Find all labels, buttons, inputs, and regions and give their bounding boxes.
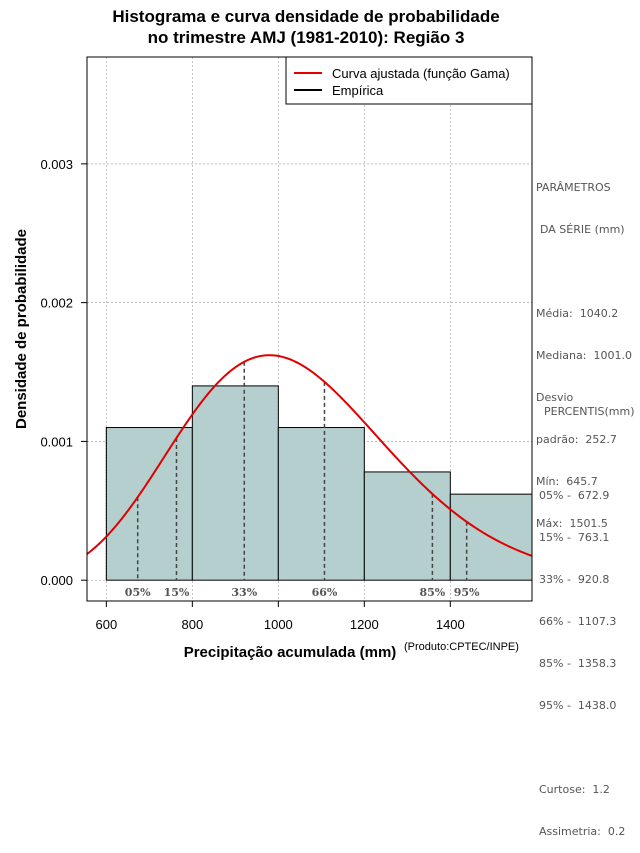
stat-skewness: Assimetria: 0.2 bbox=[539, 825, 626, 838]
product-credit: (Produto:CPTEC/INPE) bbox=[404, 641, 519, 653]
chart-title: Histograma e curva densidade de probabil… bbox=[0, 6, 612, 48]
y-axis-label: Densidade de probabilidade bbox=[13, 229, 30, 429]
stat-min: Mín: 645.7 bbox=[536, 475, 598, 488]
stat-mean: Média: 1040.2 bbox=[536, 307, 619, 320]
percentile-label-85: 85% bbox=[419, 586, 445, 599]
x-axis-label: Precipitação acumulada (mm) bbox=[184, 644, 397, 660]
percentile-lines: 05% 15% 33% 66% 85% 95% bbox=[125, 361, 480, 599]
histogram-bar-1 bbox=[105, 427, 193, 581]
percentile-66: 66% - 1107.3 bbox=[539, 615, 617, 628]
histogram-chart: 05% 15% 33% 66% 85% 95% 600 800 1000 1200 1400 0.… bbox=[13, 56, 533, 660]
x-tick-label: 800 bbox=[181, 617, 203, 632]
params-title-line-1: PARÂMETROS bbox=[536, 181, 611, 194]
percentiles-panel: PERCENTIS(mm) 05% - 672.9 15% - 763.1 33… bbox=[539, 377, 635, 853]
histogram-bar-3 bbox=[277, 427, 365, 581]
percentiles-title: PERCENTIS(mm) bbox=[544, 405, 635, 418]
stat-kurtosis: Curtose: 1.2 bbox=[539, 783, 610, 796]
x-tick-label: 1400 bbox=[436, 617, 465, 632]
percentile-label-95: 95% bbox=[454, 586, 480, 599]
chart-title-line-2: no trimestre AMJ (1981-2010): Região 3 bbox=[147, 28, 465, 47]
histogram-bars bbox=[105, 385, 533, 581]
percentile-15: 15% - 763.1 bbox=[539, 531, 610, 544]
percentile-label-05: 05% bbox=[125, 586, 151, 599]
percentile-85: 85% - 1358.3 bbox=[539, 657, 617, 670]
series-parameters: PARÂMETROS DA SÉRIE (mm) Média: 1040.2 M… bbox=[536, 153, 632, 545]
x-tick-label: 1000 bbox=[264, 617, 293, 632]
stat-median: Mediana: 1001.0 bbox=[536, 349, 632, 362]
histogram-bar-4 bbox=[363, 471, 451, 581]
y-tick-label: 0.000 bbox=[40, 573, 73, 588]
chart-title-line-1: Histograma e curva densidade de probabil… bbox=[112, 7, 500, 26]
x-tick-label: 1200 bbox=[350, 617, 379, 632]
params-title-line-2: DA SÉRIE (mm) bbox=[540, 223, 625, 236]
stat-std-label: Desvio bbox=[536, 391, 574, 404]
legend-box bbox=[285, 56, 533, 105]
y-axis: 0.000 0.001 0.002 0.003 bbox=[40, 157, 87, 588]
percentile-95: 95% - 1438.0 bbox=[539, 699, 617, 712]
percentile-label-15: 15% bbox=[164, 586, 190, 599]
x-axis: 600 800 1000 1200 1400 bbox=[95, 601, 465, 632]
y-tick-label: 0.001 bbox=[40, 434, 73, 449]
legend-label-empirical: Empírica bbox=[332, 83, 384, 98]
legend: Curva ajustada (função Gama) Empírica bbox=[285, 56, 533, 105]
stat-std: padrão: 252.7 bbox=[536, 433, 617, 446]
y-tick-label: 0.002 bbox=[40, 296, 73, 311]
stat-max: Máx: 1501.5 bbox=[536, 517, 608, 530]
gamma-density-curve bbox=[86, 354, 533, 557]
y-tick-label: 0.003 bbox=[40, 157, 73, 172]
percentile-05: 05% - 672.9 bbox=[539, 489, 610, 502]
percentile-label-33: 33% bbox=[231, 586, 257, 599]
legend-label-curve: Curva ajustada (função Gama) bbox=[332, 66, 510, 81]
histogram-bar-2 bbox=[191, 385, 279, 581]
percentile-33: 33% - 920.8 bbox=[539, 573, 610, 586]
percentile-label-66: 66% bbox=[312, 586, 338, 599]
x-tick-label: 600 bbox=[95, 617, 117, 632]
